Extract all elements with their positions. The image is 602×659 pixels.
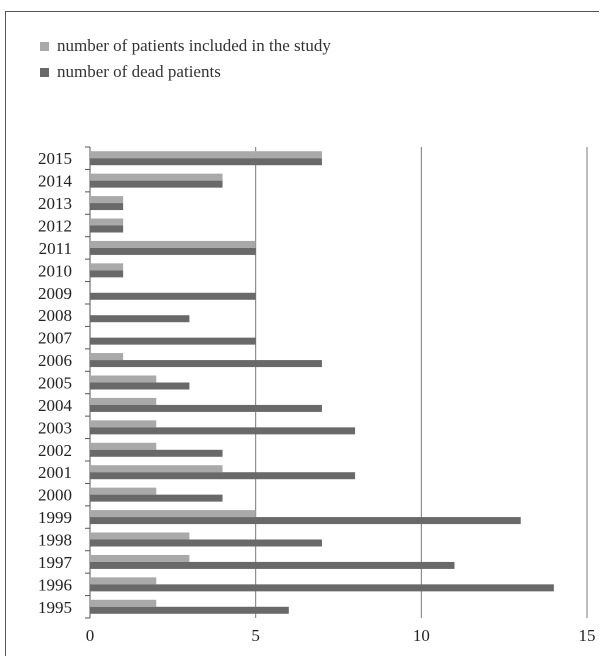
bar-included-1999 <box>90 510 256 518</box>
legend-item-dead: number of dead patients <box>40 59 331 85</box>
bar-included-1998 <box>90 532 190 540</box>
x-tick-label-5: 5 <box>251 626 260 645</box>
x-tick-label-0: 0 <box>86 626 95 645</box>
bar-dead-1998 <box>90 539 322 547</box>
bar-dead-2005 <box>90 382 190 390</box>
bar-dead-2007 <box>90 337 256 345</box>
y-tick-label-2008: 2008 <box>38 306 72 325</box>
x-tick-label-15: 15 <box>579 626 596 645</box>
bar-dead-2003 <box>90 427 356 435</box>
y-tick-label-2007: 2007 <box>38 329 73 348</box>
y-tick-label-2006: 2006 <box>38 351 72 370</box>
y-tick-label-2001: 2001 <box>38 463 72 482</box>
chart-frame <box>5 11 599 656</box>
bar-dead-2012 <box>90 225 124 233</box>
bar-dead-2009 <box>90 292 256 300</box>
y-tick-label-2005: 2005 <box>38 374 72 393</box>
y-tick-label-2000: 2000 <box>38 486 72 505</box>
bar-included-2000 <box>90 487 157 495</box>
bar-dead-1996 <box>90 584 554 592</box>
y-tick-label-2002: 2002 <box>38 441 72 460</box>
y-tick-label-1997: 1997 <box>38 553 73 572</box>
legend-item-included: number of patients included in the study <box>40 33 331 59</box>
bar-included-2012 <box>90 218 124 226</box>
y-tick-label-1995: 1995 <box>38 598 72 617</box>
y-tick-label-2004: 2004 <box>38 396 73 415</box>
bar-included-1995 <box>90 599 157 607</box>
bar-dead-2000 <box>90 494 223 502</box>
bar-included-2002 <box>90 442 157 450</box>
bar-dead-2006 <box>90 360 322 368</box>
y-tick-label-2015: 2015 <box>38 149 72 168</box>
y-tick-label-1998: 1998 <box>38 531 72 550</box>
bar-dead-1997 <box>90 561 455 569</box>
bar-dead-2011 <box>90 247 256 255</box>
bar-dead-2001 <box>90 472 356 480</box>
bar-included-2005 <box>90 375 157 383</box>
x-tick-label-10: 10 <box>413 626 430 645</box>
y-tick-label-2009: 2009 <box>38 284 72 303</box>
bar-included-2010 <box>90 263 124 271</box>
bar-dead-2002 <box>90 449 223 457</box>
legend-label-included: number of patients included in the study <box>57 36 331 55</box>
bar-included-2004 <box>90 397 157 405</box>
bar-included-2006 <box>90 353 124 361</box>
bar-included-2014 <box>90 173 223 181</box>
legend-swatch-dead <box>40 67 49 77</box>
bar-included-2013 <box>90 196 124 204</box>
bar-included-2015 <box>90 151 322 159</box>
bar-included-1996 <box>90 577 157 585</box>
bar-dead-1995 <box>90 606 289 614</box>
bar-dead-2014 <box>90 180 223 188</box>
bar-dead-2010 <box>90 270 124 278</box>
bar-dead-2013 <box>90 203 124 211</box>
bar-dead-2004 <box>90 404 322 412</box>
y-tick-label-1996: 1996 <box>38 575 72 594</box>
y-tick-label-2010: 2010 <box>38 261 72 280</box>
legend-swatch-included <box>40 41 49 51</box>
bar-dead-1999 <box>90 517 521 525</box>
bar-included-2011 <box>90 240 256 248</box>
y-tick-label-2013: 2013 <box>38 194 72 213</box>
bar-included-2001 <box>90 465 223 473</box>
y-tick-label-2012: 2012 <box>38 217 72 236</box>
y-tick-label-2014: 2014 <box>38 172 73 191</box>
bar-dead-2015 <box>90 158 322 166</box>
legend-label-dead: number of dead patients <box>57 62 221 81</box>
legend: number of patients included in the study… <box>40 33 331 85</box>
bar-dead-2008 <box>90 315 190 323</box>
bar-included-1997 <box>90 554 190 562</box>
y-tick-label-2003: 2003 <box>38 418 72 437</box>
y-tick-label-1999: 1999 <box>38 508 72 527</box>
y-tick-label-2011: 2011 <box>39 239 72 258</box>
bar-included-2003 <box>90 420 157 428</box>
